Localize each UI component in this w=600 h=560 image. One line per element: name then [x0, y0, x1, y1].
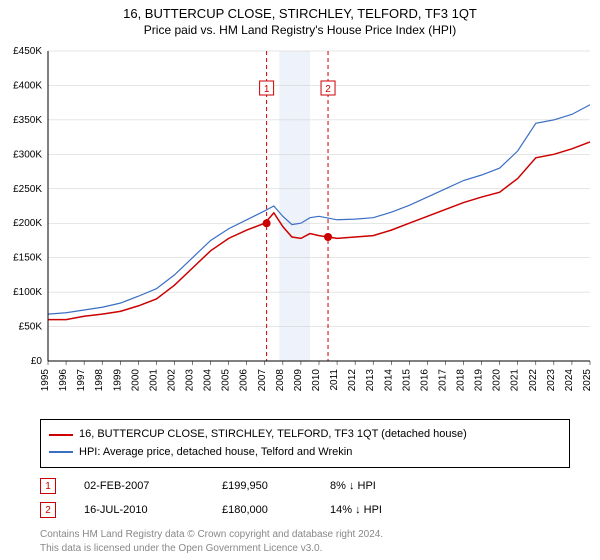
svg-text:2007: 2007	[257, 369, 268, 392]
svg-text:2011: 2011	[329, 369, 340, 391]
svg-text:2022: 2022	[528, 369, 539, 392]
svg-text:2020: 2020	[492, 369, 503, 392]
sale-date: 16-JUL-2010	[84, 504, 194, 516]
line-chart-svg: £0 £50K £100K £150K £200K £250K £300K £350K £400…	[0, 41, 600, 411]
svg-text:1999: 1999	[112, 369, 123, 392]
sale-price: £199,950	[222, 480, 302, 492]
svg-text:2001: 2001	[148, 369, 159, 392]
svg-text:2006: 2006	[239, 369, 250, 392]
svg-text:£450K: £450K	[13, 46, 42, 57]
sale-marker-icon: 1	[40, 478, 56, 494]
svg-text:2002: 2002	[166, 369, 177, 392]
svg-text:1997: 1997	[76, 369, 87, 392]
svg-text:1: 1	[264, 84, 270, 95]
svg-text:£350K: £350K	[13, 115, 42, 126]
svg-text:2012: 2012	[347, 369, 358, 392]
svg-text:£0: £0	[31, 356, 43, 367]
svg-text:2: 2	[325, 84, 331, 95]
svg-text:2009: 2009	[293, 369, 304, 392]
sale-diff: 14% ↓ HPI	[330, 504, 420, 516]
sale-price: £180,000	[222, 504, 302, 516]
svg-text:2018: 2018	[456, 369, 467, 392]
legend-swatch	[49, 434, 73, 436]
svg-text:2013: 2013	[365, 369, 376, 392]
svg-text:2021: 2021	[510, 369, 521, 392]
svg-text:1996: 1996	[58, 369, 69, 392]
sale-diff: 8% ↓ HPI	[330, 480, 420, 492]
svg-text:2023: 2023	[546, 369, 557, 392]
svg-text:2000: 2000	[130, 369, 141, 392]
svg-text:2025: 2025	[582, 369, 593, 392]
svg-text:2010: 2010	[311, 369, 322, 392]
legend-item: 16, BUTTERCUP CLOSE, STIRCHLEY, TELFORD,…	[49, 426, 561, 444]
footer-line: Contains HM Land Registry data © Crown c…	[40, 528, 570, 542]
sales-table: 1 02-FEB-2007 £199,950 8% ↓ HPI 2 16-JUL…	[40, 474, 570, 522]
svg-text:£150K: £150K	[13, 253, 42, 264]
chart-subtitle: Price paid vs. HM Land Registry's House …	[0, 23, 600, 37]
svg-text:1995: 1995	[40, 369, 51, 392]
sale-marker-icon: 2	[40, 502, 56, 518]
svg-text:£50K: £50K	[19, 322, 43, 333]
svg-text:1998: 1998	[94, 369, 105, 392]
svg-text:2024: 2024	[564, 369, 575, 392]
svg-text:2014: 2014	[383, 369, 394, 392]
svg-text:2005: 2005	[221, 369, 232, 392]
svg-text:2017: 2017	[437, 369, 448, 392]
svg-text:2019: 2019	[474, 369, 485, 392]
sale-row: 1 02-FEB-2007 £199,950 8% ↓ HPI	[40, 474, 570, 498]
legend-label: HPI: Average price, detached house, Telf…	[79, 444, 352, 462]
svg-text:£400K: £400K	[13, 80, 42, 91]
svg-text:£250K: £250K	[13, 184, 42, 195]
legend: 16, BUTTERCUP CLOSE, STIRCHLEY, TELFORD,…	[40, 419, 570, 468]
legend-item: HPI: Average price, detached house, Telf…	[49, 444, 561, 462]
svg-text:2003: 2003	[185, 369, 196, 392]
svg-text:£300K: £300K	[13, 149, 42, 160]
title-block: 16, BUTTERCUP CLOSE, STIRCHLEY, TELFORD,…	[0, 0, 600, 41]
footer-line: This data is licensed under the Open Gov…	[40, 542, 570, 556]
chart-title: 16, BUTTERCUP CLOSE, STIRCHLEY, TELFORD,…	[0, 6, 600, 21]
svg-text:£100K: £100K	[13, 287, 42, 298]
svg-text:£200K: £200K	[13, 218, 42, 229]
svg-text:2008: 2008	[275, 369, 286, 392]
svg-text:2015: 2015	[401, 369, 412, 392]
chart-container: 16, BUTTERCUP CLOSE, STIRCHLEY, TELFORD,…	[0, 0, 600, 556]
footer: Contains HM Land Registry data © Crown c…	[40, 528, 570, 556]
svg-text:2016: 2016	[419, 369, 430, 392]
sale-date: 02-FEB-2007	[84, 480, 194, 492]
legend-swatch	[49, 451, 73, 453]
svg-text:2004: 2004	[203, 369, 214, 392]
sale-row: 2 16-JUL-2010 £180,000 14% ↓ HPI	[40, 498, 570, 522]
chart-area: £0 £50K £100K £150K £200K £250K £300K £350K £400…	[0, 41, 600, 411]
legend-label: 16, BUTTERCUP CLOSE, STIRCHLEY, TELFORD,…	[79, 426, 467, 444]
